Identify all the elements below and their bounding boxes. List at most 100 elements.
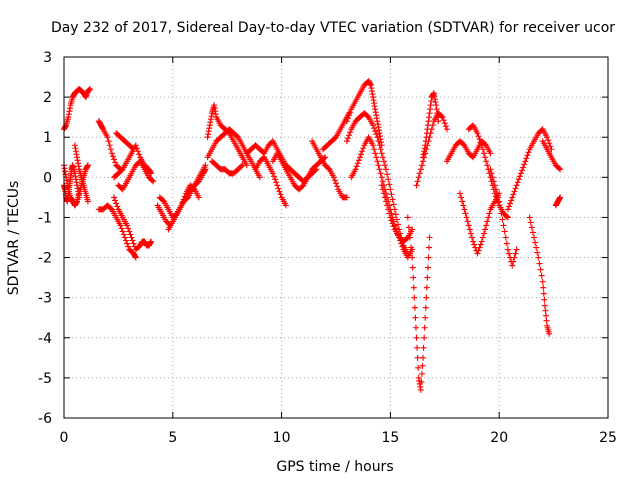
data-point-interp — [414, 178, 421, 185]
data-point-interp — [527, 219, 534, 226]
data-point-interp — [442, 123, 449, 130]
data-point-interp — [479, 234, 486, 241]
data-point-interp — [422, 304, 429, 311]
x-axis-label: GPS time / hours — [276, 459, 393, 475]
data-point-interp — [129, 145, 136, 152]
data-point-interp — [120, 231, 127, 238]
data-point — [121, 234, 128, 241]
series-s28 — [413, 110, 450, 189]
y-tick-label: -5 — [38, 371, 52, 387]
data-point-interp — [273, 179, 280, 186]
data-point — [409, 226, 416, 233]
data-point-interp — [525, 149, 532, 156]
data-point-interp — [276, 188, 283, 195]
data-point — [513, 246, 520, 253]
data-point-interp — [515, 176, 522, 183]
data-point-interp — [477, 139, 484, 146]
data-point-interp — [375, 162, 382, 169]
data-point-interp — [424, 264, 431, 271]
data-point — [343, 138, 350, 145]
data-point-interp — [270, 173, 277, 180]
data-point-interp — [540, 290, 547, 297]
data-point — [352, 166, 359, 173]
series-s33 — [504, 126, 555, 213]
data-point — [84, 162, 91, 169]
data-point-interp — [469, 234, 475, 241]
data-point-interp — [386, 181, 393, 188]
data-point-interp — [421, 334, 428, 341]
data-point-interp — [475, 247, 482, 254]
data-point-interp — [418, 162, 425, 169]
chart-title: Day 232 of 2017, Sidereal Day-to-day VTE… — [51, 20, 615, 36]
data-point-interp — [514, 179, 521, 186]
y-tick-label: 0 — [43, 170, 52, 186]
data-point — [544, 134, 551, 141]
data-point-interp — [414, 344, 421, 351]
data-point-interp — [532, 239, 539, 246]
data-point-interp — [395, 221, 402, 228]
data-point — [422, 150, 429, 157]
data-point-interp — [386, 210, 393, 217]
data-point-interp — [373, 154, 380, 161]
data-point-interp — [299, 183, 306, 190]
data-point-interp — [405, 224, 412, 231]
data-point-interp — [359, 148, 366, 155]
x-tick-label: 0 — [60, 430, 69, 446]
data-point-interp — [538, 272, 545, 279]
data-point-interp — [419, 362, 426, 369]
data-point-interp — [476, 136, 483, 143]
data-point-interp — [130, 240, 137, 247]
data-point-interp — [371, 146, 378, 153]
series-s30 — [457, 190, 503, 257]
data-point-interp — [529, 229, 536, 236]
data-point-interp — [477, 241, 484, 248]
data-point — [557, 166, 564, 173]
y-axis-label: SDTVAR / TECUs — [6, 181, 22, 296]
data-point-interp — [420, 344, 427, 351]
data-point-interp — [425, 138, 432, 145]
data-point-interp — [502, 234, 509, 241]
data-point — [148, 238, 155, 245]
data-point — [509, 194, 516, 201]
data-point — [526, 214, 533, 221]
data-point — [535, 254, 542, 261]
data-point-interp — [106, 142, 113, 149]
data-point — [195, 194, 202, 201]
data-point — [256, 174, 263, 181]
series-s5 — [95, 118, 124, 173]
data-point-interp — [519, 167, 526, 174]
data-point-interp — [149, 177, 156, 184]
data-point-interp — [415, 364, 422, 371]
data-point — [369, 122, 376, 129]
plot-frame — [63, 56, 609, 419]
data-point-interp — [344, 135, 351, 142]
data-point-interp — [385, 176, 392, 183]
data-point-interp — [428, 126, 435, 133]
data-point — [409, 254, 416, 261]
data-point-interp — [467, 230, 474, 237]
data-point-interp — [379, 186, 386, 193]
data-point-interp — [426, 244, 433, 251]
data-point-interp — [420, 158, 427, 165]
data-point — [374, 158, 381, 165]
data-point — [426, 234, 433, 241]
data-point-interp — [556, 165, 563, 172]
data-point — [420, 354, 427, 361]
data-point — [387, 214, 394, 221]
data-point-interp — [418, 370, 425, 377]
x-tick-label: 10 — [273, 430, 291, 446]
data-point-interp — [533, 244, 540, 251]
data-point — [426, 134, 433, 141]
data-point-interp — [424, 142, 431, 149]
data-point-interp — [505, 250, 512, 257]
data-point-interp — [134, 148, 141, 155]
data-point-interp — [480, 150, 487, 157]
y-tick-label: -4 — [38, 331, 52, 347]
data-point — [104, 134, 111, 141]
data-point — [378, 174, 385, 181]
data-point-interp — [331, 177, 338, 184]
data-point-interp — [410, 284, 417, 291]
data-point-interp — [275, 185, 282, 192]
data-point — [132, 254, 139, 261]
data-point-interp — [462, 210, 469, 217]
